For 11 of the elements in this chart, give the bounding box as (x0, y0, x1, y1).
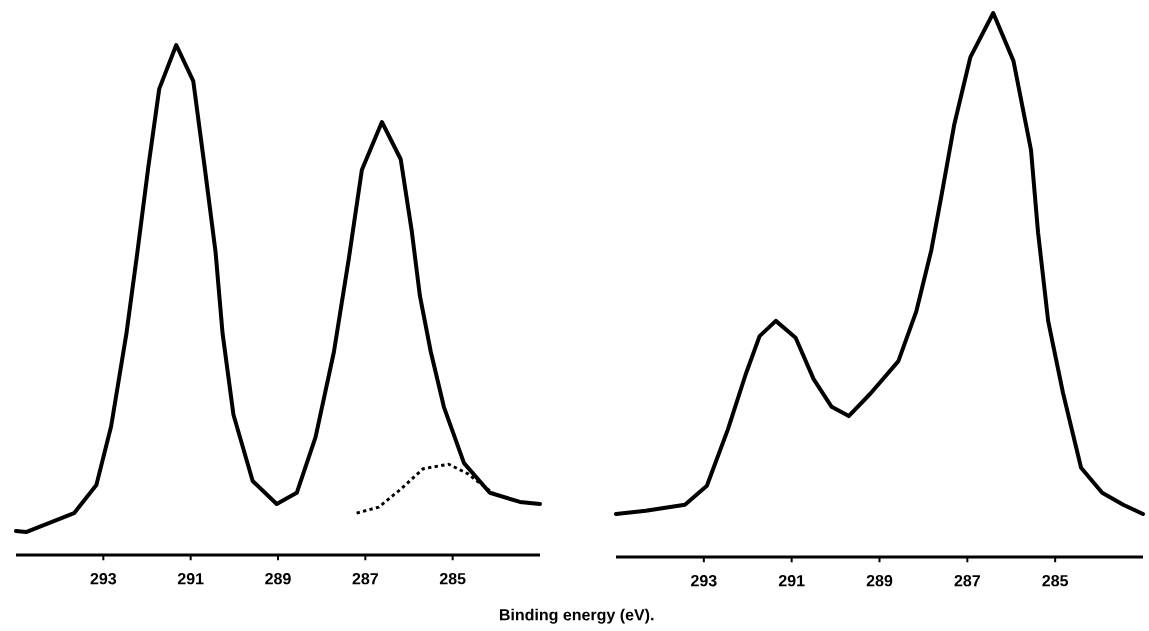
x-tick-label: 293 (90, 573, 117, 585)
x-tick-label: 291 (177, 573, 204, 585)
x-tick-label: 293 (691, 575, 717, 587)
x-tick-label: 289 (866, 575, 893, 587)
x-tick-label: 287 (352, 573, 378, 585)
x-tick-label: 289 (265, 573, 291, 585)
x-tick-label: 291 (778, 575, 805, 587)
x-tick-label: 285 (1042, 575, 1069, 587)
x-tick-label: 287 (954, 575, 980, 587)
x-tick-label: 285 (439, 573, 466, 585)
x-axis-title: Binding energy (eV). (499, 608, 654, 624)
